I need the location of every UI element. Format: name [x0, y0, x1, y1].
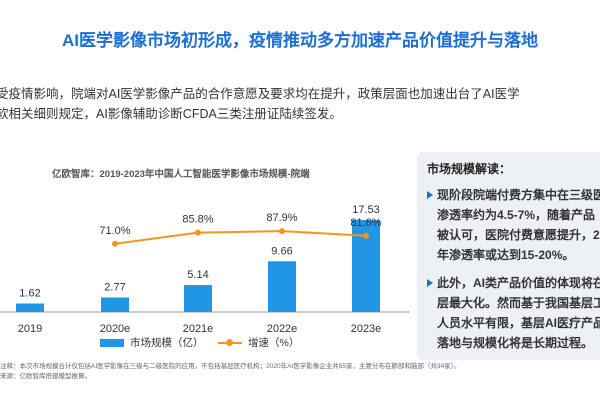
chart-title: 亿欧智库：2019-2023年中国人工智能医学影像市场规模-院端	[52, 169, 310, 180]
growth-point	[363, 232, 369, 239]
intro-line: 受疫情影响，院端对AI医学影像产品的合作意愿及要求均在提升，政策层面也加速出台了…	[0, 87, 520, 101]
panel-item: 现阶段院端付费方集中在三级医 渗透率约为4.5-7%，随着产品 被认可，医院付费…	[427, 185, 600, 265]
bar-data-label: 2.77	[104, 281, 125, 293]
interpretation-panel: 市场规模解读： 现阶段院端付费方集中在三级医 渗透率约为4.5-7%，随着产品 …	[417, 152, 600, 360]
panel-text-line: 层最大化。然而基于我国基层工	[437, 296, 600, 310]
bar	[16, 303, 44, 312]
bar-data-label: 1.62	[19, 287, 40, 299]
legend-line-label: 增速（%）	[248, 337, 300, 349]
panel-text-line: 渗透率约为4.5-7%，随着产品	[437, 208, 596, 222]
growth-data-label: 87.9%	[266, 212, 297, 224]
panel-title: 市场规模解读：	[427, 162, 512, 176]
growth-point	[279, 228, 285, 235]
x-tick-label: 2022e	[267, 323, 298, 335]
note-line: 注释：本次市场规模合计仅包括AI医学影像在三级与二级医院的应用，不包括基层医疗机…	[0, 363, 461, 370]
panel-text-line: 年渗透率或达到15-20%。	[437, 248, 575, 262]
x-tick-label: 2021e	[183, 323, 214, 335]
growth-data-label: 85.8%	[182, 214, 213, 226]
intro-line: 软相关细则规定，AI影像辅助诊断CFDA三类注册证陆续签发。	[0, 107, 342, 121]
legend-bar-swatch	[100, 338, 124, 347]
bar-data-label: 17.53	[352, 204, 380, 216]
legend-bar-entry: 市场规模（亿）	[100, 335, 204, 350]
panel-text-line: 现阶段院端付费方集中在三级医	[437, 188, 600, 202]
legend-line-entry: 增速（%）	[218, 335, 299, 350]
growth-line	[114, 230, 367, 245]
growth-point	[195, 229, 201, 236]
panel-text-line: 此外，AI类产品价值的体现将在	[437, 276, 600, 290]
growth-data-label: 71.0%	[99, 225, 130, 237]
x-tick-label: 2020e	[100, 323, 131, 335]
growth-data-label: 81.6%	[350, 217, 381, 229]
growth-point	[112, 240, 118, 247]
legend-line-swatch	[218, 338, 242, 346]
triangle-bullet-icon	[427, 279, 433, 287]
bar	[268, 261, 296, 312]
panel-text-line: 人员水平有限，基层AI医疗产品	[437, 316, 600, 330]
legend-bar-label: 市场规模（亿）	[130, 337, 204, 349]
chart-notes: 注释：本次市场规模合计仅包括AI医学影像在三级与二级医院的应用，不包括基层医疗机…	[0, 362, 460, 382]
page-title: AI医学影像市场初形成，疫情推动多方加速产品价值提升与落地	[62, 31, 538, 50]
panel-text-line: 落地与规模化将是长期过程。	[437, 336, 594, 350]
bar-data-label: 9.66	[271, 245, 292, 257]
market-size-chart: 1.62 2019 2.77 2020e 5.14 2021e 9.66 2022e 17.53…	[0, 204, 410, 335]
intro-paragraph: 受疫情影响，院端对AI医学影像产品的合作意愿及要求均在提升，政策层面也加速出台了…	[0, 84, 600, 124]
bar	[184, 285, 212, 312]
panel-text-line: 被认可，医院付费意愿提升，2	[437, 228, 600, 242]
x-tick-label: 2023e	[351, 323, 382, 335]
triangle-bullet-icon	[427, 191, 433, 199]
panel-item: 此外，AI类产品价值的体现将在 层最大化。然而基于我国基层工 人员水平有限，基层…	[427, 273, 600, 353]
bar	[101, 297, 129, 312]
bar-data-label: 5.14	[187, 269, 208, 281]
note-line: 来源：亿欧智库搭建模型推算。	[0, 373, 91, 380]
x-tick-label: 2019	[18, 323, 42, 335]
